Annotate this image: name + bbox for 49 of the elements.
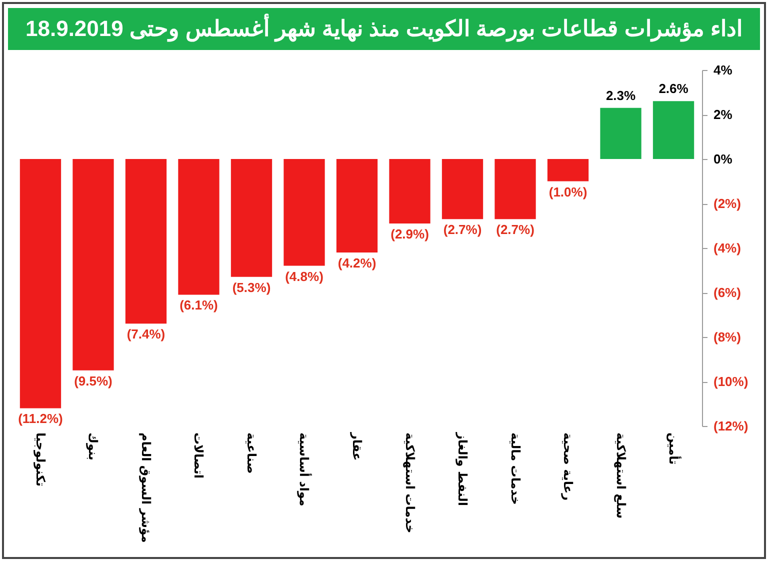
x-tick-label: خدمات مالية xyxy=(508,432,522,505)
x-tick-label: خدمات استهلاكية xyxy=(402,432,417,534)
bar xyxy=(336,159,378,252)
bar xyxy=(20,159,62,408)
x-tick-label: مؤشر السوق العام xyxy=(138,432,153,543)
bar xyxy=(652,101,694,159)
data-label: (4.2%) xyxy=(338,255,376,270)
data-label: (2.7%) xyxy=(443,222,482,238)
x-tick-label: عقار xyxy=(350,432,364,461)
x-tick-label: تكنولوجيا xyxy=(33,432,48,486)
y-tick-label: (2%) xyxy=(714,196,741,211)
data-label: (9.5%) xyxy=(74,373,112,388)
data-label: (2.9%) xyxy=(390,226,429,242)
y-tick-label: 2% xyxy=(714,107,733,122)
x-tick-label: مواد أساسية xyxy=(297,432,312,506)
chart-title: اداء مؤشرات قطاعات بورصة الكويت منذ نهاية شهر أغسطس وحتى 18.9.2019 xyxy=(8,8,760,50)
bar xyxy=(178,159,220,295)
bar xyxy=(284,159,325,266)
bar xyxy=(442,159,484,220)
bar xyxy=(389,159,430,224)
y-tick-label: (10%) xyxy=(714,374,748,389)
data-label: (6.1%) xyxy=(180,298,218,313)
x-tick-label: النفط والغاز xyxy=(456,432,470,506)
x-tick-label: سلع استهلاكية xyxy=(614,432,628,519)
y-tick-label: (4%) xyxy=(714,240,741,256)
bar xyxy=(600,108,642,159)
x-tick-label: تأمين xyxy=(666,432,682,465)
y-tick-label: 4% xyxy=(714,62,733,78)
data-label: (11.2%) xyxy=(18,411,63,426)
data-label: 2.6% xyxy=(658,81,689,96)
bar xyxy=(547,159,589,182)
data-label: 2.3% xyxy=(606,88,636,103)
x-tick-label: بنوك xyxy=(86,432,100,460)
bar xyxy=(72,159,114,370)
bar xyxy=(230,159,272,277)
x-tick-label: صناعية xyxy=(244,432,258,474)
data-label: (2.7%) xyxy=(496,222,534,238)
y-tick-label: (6%) xyxy=(714,285,741,300)
x-tick-label: اتصالات xyxy=(192,432,206,478)
bar xyxy=(494,159,536,220)
y-tick-label: 0% xyxy=(714,152,733,166)
data-label: (5.3%) xyxy=(232,280,271,295)
bar xyxy=(125,159,167,324)
x-tick-label: رعاية صحية xyxy=(561,432,576,501)
y-tick-label: (8%) xyxy=(714,330,741,344)
data-label: (4.8%) xyxy=(285,268,324,284)
data-label: (7.4%) xyxy=(126,326,166,342)
y-tick-label: (12%) xyxy=(714,418,748,434)
data-label: (1.0%) xyxy=(548,184,588,200)
